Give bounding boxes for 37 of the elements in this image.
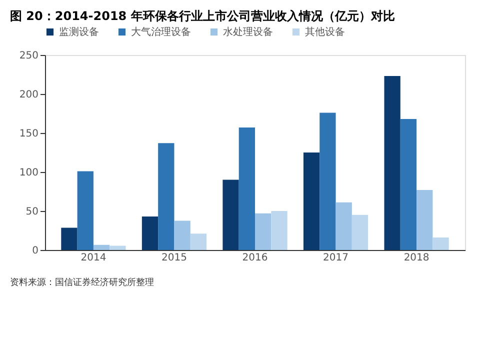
x-tick-label: 2014: [80, 252, 106, 264]
y-tick-label: 250: [19, 50, 38, 62]
bar: [77, 171, 94, 250]
y-tick-label: 0: [32, 246, 38, 256]
y-tick-label: 50: [26, 206, 38, 218]
bar: [320, 112, 336, 250]
x-tick-label: 2016: [242, 252, 268, 264]
bar: [303, 152, 320, 250]
legend-label: 监测设备: [59, 26, 99, 38]
bar: [432, 238, 449, 250]
y-tick-label: 100: [19, 168, 38, 178]
x-tick-label: 2018: [404, 252, 430, 264]
bar: [158, 143, 174, 250]
bar: [238, 128, 255, 250]
bar: [174, 220, 190, 250]
bar: [352, 214, 368, 250]
bar: [255, 213, 272, 250]
x-tick-label: 2017: [323, 252, 348, 264]
bar: [142, 216, 158, 250]
bar: [416, 190, 433, 250]
bar: [190, 234, 207, 250]
bar: [222, 180, 239, 250]
bar: [61, 228, 78, 250]
text: 资料来源：国信证券经济研究所整理: [10, 277, 154, 288]
legend-label: 其他设备: [305, 26, 345, 38]
bar: [93, 244, 110, 250]
bar: [271, 211, 288, 250]
bar: [110, 246, 126, 250]
legend-label: 水处理设备: [223, 26, 273, 38]
bar: [336, 202, 352, 250]
legend-label: 大气治理设备: [131, 26, 191, 38]
bar: [384, 76, 400, 250]
y-tick-label: 200: [19, 90, 38, 100]
chart-title: 图 20：2014-2018 年环保各行业上市公司营业收入情况（亿元）对比: [10, 9, 395, 23]
y-tick-label: 150: [19, 128, 38, 140]
x-tick-label: 2015: [162, 252, 187, 264]
bar: [400, 118, 417, 250]
